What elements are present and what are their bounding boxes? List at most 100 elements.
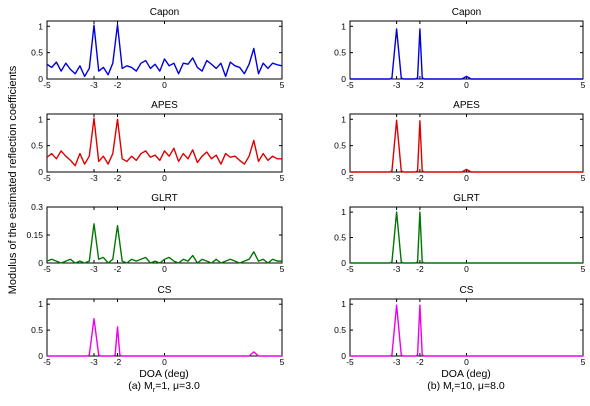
x-tick-label: 0 <box>464 357 469 367</box>
y-tick-label: 0 <box>341 351 346 361</box>
y-tick-label: 0.5 <box>31 325 43 335</box>
subplot-title: CS <box>158 285 172 296</box>
x-tick-label: -2 <box>416 264 424 274</box>
x-tick-label: -2 <box>114 357 122 367</box>
x-tick-label: -5 <box>346 264 354 274</box>
x-tick-label: 5 <box>280 357 285 367</box>
x-axis-label-right: DOA (deg) <box>441 368 491 380</box>
axes-frame <box>349 20 584 80</box>
x-tick-label: -3 <box>393 264 401 274</box>
y-tick-label: 1 <box>38 21 43 31</box>
x-tick-label: -3 <box>90 173 98 183</box>
x-tick-label: 5 <box>581 173 586 183</box>
axes-frame <box>46 298 283 357</box>
x-tick-label: -5 <box>43 357 51 367</box>
y-tick-label: 0.5 <box>334 48 346 58</box>
subplot-cs-right: CS -5 -3 -2 0 5 0 0.5 1 <box>334 285 585 367</box>
x-tick-label: -3 <box>393 173 401 183</box>
x-tick-label: -5 <box>346 80 354 90</box>
y-tick-label: 0.5 <box>31 141 43 151</box>
x-tick-label: 5 <box>280 80 285 90</box>
x-tick-label: 0 <box>162 80 167 90</box>
y-tick-label: 0 <box>341 258 346 268</box>
caption-left-sub: r <box>153 385 156 394</box>
subplot-title: APES <box>453 100 480 111</box>
axes-frame <box>349 113 584 173</box>
x-tick-label: 0 <box>464 80 469 90</box>
x-tick-label: 0 <box>162 173 167 183</box>
series-line-apes-left <box>46 117 282 167</box>
subplot-apes-right: APES -5 -3 -2 0 5 0 0.5 1 <box>334 100 585 183</box>
x-tick-label: -2 <box>416 173 424 183</box>
subplot-title: Capon <box>452 7 481 18</box>
x-tick-label: 5 <box>581 264 586 274</box>
y-tick-label: 1 <box>341 207 346 217</box>
y-tick-label: 1 <box>341 114 346 124</box>
y-tick-label: 0.15 <box>26 230 43 240</box>
x-tick-label: -3 <box>393 357 401 367</box>
subplot-title: APES <box>151 100 178 111</box>
x-tick-label: 0 <box>162 357 167 367</box>
x-tick-label: 0 <box>464 173 469 183</box>
caption-right-main: (b) M <box>427 380 452 392</box>
y-tick-label: 0.5 <box>31 48 43 58</box>
y-tick-label: 1 <box>38 299 43 309</box>
x-tick-label: -3 <box>90 357 98 367</box>
y-tick-label: 0.3 <box>31 202 43 212</box>
x-tick-label: -2 <box>114 80 122 90</box>
series-line-cs-right <box>350 304 583 357</box>
x-tick-label: 5 <box>581 80 586 90</box>
subplot-grid: Capon -5 -3 -2 0 5 0 0.5 1 Capon -5 -3 -2 0 5 0 0.5 1 APES… <box>26 7 585 367</box>
series-line-apes-right <box>350 119 583 173</box>
series-line-glrt-left <box>46 223 282 264</box>
subplot-title: GLRT <box>151 193 178 204</box>
y-tick-label: 1 <box>341 21 346 31</box>
x-tick-label: -5 <box>43 80 51 90</box>
subplot-glrt-left: GLRT -5 -3 -2 0 5 0 0.15 0.3 <box>26 193 284 274</box>
x-tick-label: -2 <box>416 357 424 367</box>
y-tick-label: 0 <box>38 74 43 84</box>
y-tick-label: 0 <box>38 258 43 268</box>
x-tick-label: -5 <box>346 357 354 367</box>
caption-right-sub: r <box>452 385 455 394</box>
x-tick-label: 0 <box>162 264 167 274</box>
subplot-title: GLRT <box>453 193 480 204</box>
x-tick-label: -3 <box>90 80 98 90</box>
axes-frame <box>46 113 283 173</box>
x-tick-label: -3 <box>90 264 98 274</box>
caption-left: (a) Mr=1, μ=3.0 <box>128 380 200 394</box>
y-tick-label: 1 <box>341 299 346 309</box>
y-tick-label: 0 <box>38 167 43 177</box>
subplot-apes-left: APES -5 -3 -2 0 5 0 0.5 1 <box>31 100 284 183</box>
series-line-cs-left <box>47 317 282 357</box>
subplot-title: Capon <box>150 7 179 18</box>
caption-left-rest: =1, μ=3.0 <box>155 380 200 392</box>
x-tick-label: 0 <box>464 264 469 274</box>
caption-right: (b) Mr=10, μ=8.0 <box>427 380 505 394</box>
subplot-capon-left: Capon -5 -3 -2 0 5 0 0.5 1 <box>31 7 284 90</box>
x-tick-label: -5 <box>346 173 354 183</box>
subplot-capon-right: Capon -5 -3 -2 0 5 0 0.5 1 <box>334 7 585 90</box>
x-axis-label-left: DOA (deg) <box>139 368 189 380</box>
x-tick-label: -2 <box>114 173 122 183</box>
subplot-cs-left: CS -5 -3 -2 0 5 0 0.5 1 <box>31 285 284 367</box>
y-axis-label: Modulus of the estimated reflection coef… <box>7 65 19 294</box>
x-tick-label: 5 <box>581 357 586 367</box>
x-tick-label: -2 <box>416 80 424 90</box>
axes-frame <box>349 298 584 357</box>
x-tick-label: -2 <box>114 264 122 274</box>
subplot-glrt-right: GLRT -5 -3 -2 0 5 0 0.5 1 <box>334 193 585 274</box>
y-tick-label: 0 <box>341 74 346 84</box>
axes-frame <box>46 206 283 264</box>
series-line-glrt-right <box>350 211 583 264</box>
x-tick-label: 5 <box>280 264 285 274</box>
series-line-capon-left <box>46 23 283 78</box>
y-tick-label: 0.5 <box>334 141 346 151</box>
y-tick-label: 0 <box>38 351 43 361</box>
x-tick-label: -5 <box>43 264 51 274</box>
caption-right-rest: =10, μ=8.0 <box>454 380 505 392</box>
y-tick-label: 1 <box>38 114 43 124</box>
x-tick-label: -3 <box>393 80 401 90</box>
axes-frame <box>349 206 584 264</box>
